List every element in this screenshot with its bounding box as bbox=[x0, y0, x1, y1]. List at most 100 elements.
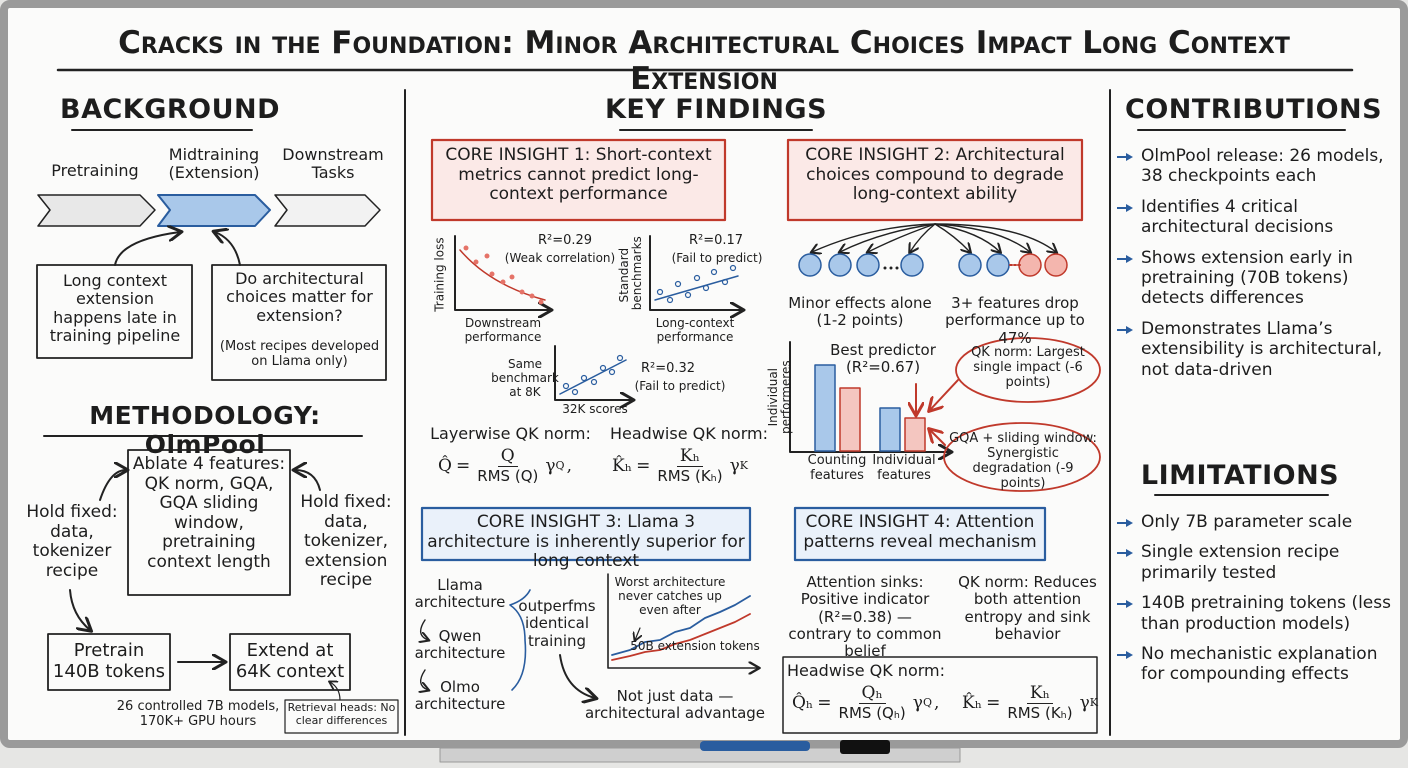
formula-lhs: K̂ₕ bbox=[612, 455, 633, 476]
dot bbox=[883, 266, 887, 270]
eraser bbox=[840, 740, 890, 754]
arrow bbox=[868, 223, 936, 252]
note: Long context extension happens late in t… bbox=[49, 271, 181, 346]
feature-circle bbox=[856, 253, 880, 277]
point bbox=[473, 259, 479, 265]
callout bbox=[955, 337, 1101, 403]
formula-scale: γ bbox=[912, 692, 923, 713]
arrow bbox=[215, 232, 241, 266]
plot-xlabel: 32K scores bbox=[562, 402, 628, 416]
point bbox=[538, 299, 544, 305]
sketch-bar bbox=[904, 417, 926, 452]
dot bbox=[889, 266, 893, 270]
hold-fixed: Hold fixed: data, tokenizer, extension r… bbox=[300, 492, 392, 591]
plot-axes bbox=[454, 235, 550, 310]
architecture: Llama architecture bbox=[414, 576, 506, 612]
formula-scale: γ bbox=[545, 455, 556, 476]
stage-label: Midtraining (Extension) bbox=[168, 145, 260, 183]
point bbox=[484, 253, 490, 259]
formula: Q̂ₕ = Qₕ RMS (Qₕ) γ Q, bbox=[790, 683, 941, 722]
stage-chevron bbox=[157, 194, 271, 227]
stage-chevron bbox=[274, 194, 381, 227]
callout-text: GQA + sliding window: Synergistic degrad… bbox=[949, 431, 1097, 491]
feature-circle bbox=[798, 253, 822, 277]
arrow bbox=[635, 627, 640, 640]
point bbox=[599, 364, 607, 372]
plot-xlabel: Downstream performance bbox=[464, 316, 542, 344]
formula-superscript: Q bbox=[922, 696, 932, 709]
insight-note: 3+ features drop performance up to 47% bbox=[945, 294, 1085, 347]
plot-axes bbox=[554, 345, 632, 400]
insight-title: CORE INSIGHT 4: Attention patterns revea… bbox=[803, 512, 1037, 552]
insight-box bbox=[793, 506, 1047, 562]
formula-operator: = bbox=[636, 455, 651, 476]
point bbox=[562, 382, 570, 390]
list-item: Demonstrates Llama’s extensibility is ar… bbox=[1115, 319, 1400, 380]
formula-box bbox=[782, 656, 1098, 734]
note-box bbox=[211, 264, 387, 381]
chart-axis-label: 50B extension tokens bbox=[630, 639, 760, 653]
section-heading: LIMITATIONS bbox=[1140, 460, 1340, 491]
ablate-text: Ablate 4 features: QK norm, GQA, GQA sli… bbox=[132, 454, 286, 572]
plot-note: (Fail to predict) bbox=[634, 379, 726, 393]
feature-circle bbox=[986, 253, 1010, 277]
insight-note: Attention sinks: Positive indicator (R²=… bbox=[788, 573, 942, 660]
step-text: Extend at 64K context bbox=[235, 640, 345, 682]
denominator: RMS (Kₕ) bbox=[657, 467, 723, 485]
list-item: Single extension recipe primarily tested bbox=[1115, 542, 1400, 583]
point bbox=[710, 268, 718, 276]
plot-note: (Weak correlation) bbox=[504, 251, 616, 265]
point bbox=[674, 280, 682, 288]
formula-lhs: Q̂ bbox=[438, 455, 452, 476]
point bbox=[590, 378, 598, 386]
list-item: Identifies 4 critical architectural deci… bbox=[1115, 197, 1400, 238]
list-item: OlmPool release: 26 models, 38 checkpoin… bbox=[1115, 146, 1400, 187]
plot-ylabel: Standard benchmarks bbox=[616, 236, 644, 311]
ellipsis-dots bbox=[883, 266, 899, 270]
insight-title: CORE INSIGHT 2: Architectural choices co… bbox=[805, 145, 1065, 205]
point bbox=[489, 271, 495, 277]
title: Cracks in the Foundation: Minor Architec… bbox=[118, 25, 1290, 97]
section-heading: METHODOLOGY: OlmPool bbox=[89, 401, 321, 459]
formula-tail: , bbox=[933, 692, 940, 713]
arrow bbox=[930, 430, 946, 446]
formula: K̂ₕ = Kₕ RMS (Kₕ) γ K bbox=[960, 683, 1098, 722]
stage-label: Pretraining bbox=[51, 161, 139, 180]
claim: outperfms identical training bbox=[518, 597, 596, 650]
formula-operator: = bbox=[455, 455, 471, 476]
arrow bbox=[930, 379, 959, 410]
scale-note: 26 controlled 7B models, 170K+ GPU hours bbox=[116, 699, 280, 729]
point bbox=[500, 279, 506, 285]
fraction: Kₕ RMS (Kₕ) bbox=[1004, 683, 1075, 722]
numerator: Kₕ bbox=[1026, 683, 1053, 704]
formula-scale: γ bbox=[729, 455, 740, 476]
point bbox=[519, 289, 525, 295]
step-text: Pretrain 140B tokens bbox=[52, 640, 166, 682]
point bbox=[580, 374, 588, 382]
trend-line bbox=[559, 359, 627, 395]
chart-ylabel: Individual performeres bbox=[765, 360, 793, 434]
formula: K̂ₕ = Kₕ RMS (Kₕ) γ K bbox=[610, 446, 748, 485]
numerator: Q bbox=[497, 446, 518, 467]
point bbox=[616, 354, 624, 362]
formula-superscript: Q bbox=[555, 459, 565, 472]
chart-axes bbox=[789, 341, 950, 452]
note-box bbox=[284, 699, 399, 734]
formula-superscript: K bbox=[739, 459, 748, 472]
arrow bbox=[69, 589, 90, 630]
point bbox=[684, 291, 692, 299]
chart-axes bbox=[607, 573, 758, 668]
formula-scale: γ bbox=[1079, 692, 1090, 713]
arrow bbox=[934, 223, 970, 252]
architecture: Qwen architecture bbox=[414, 627, 506, 663]
list-item: No mechanistic explanation for compoundi… bbox=[1115, 644, 1400, 685]
point bbox=[656, 288, 664, 296]
trend-line bbox=[611, 613, 751, 661]
point bbox=[509, 274, 515, 280]
plot-ylabel: Same benchmark at 8K bbox=[491, 357, 559, 399]
list-item: Only 7B parameter scale bbox=[1115, 512, 1400, 532]
r-squared: R²=0.17 bbox=[688, 233, 744, 248]
arrow bbox=[934, 223, 1030, 252]
